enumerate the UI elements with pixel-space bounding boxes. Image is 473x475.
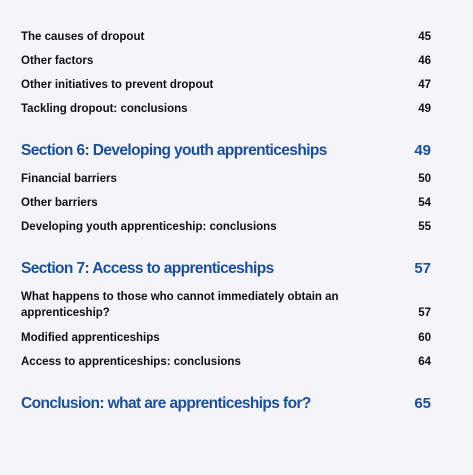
toc-section-conclusion[interactable]: Conclusion: what are apprenticeships for…: [21, 394, 431, 414]
toc-entry-page: 55: [418, 221, 431, 233]
toc-entry-financial-barriers[interactable]: Financial barriers 50: [21, 171, 431, 187]
toc-entry-access-conclusions[interactable]: Access to apprenticeships: conclusions 6…: [21, 354, 431, 370]
toc-entry-label: Other barriers: [21, 197, 98, 209]
toc-entry-modified-apprenticeships[interactable]: Modified apprenticeships 60: [21, 330, 431, 346]
toc-entry-label: Tackling dropout: conclusions: [21, 103, 188, 115]
toc-section-title: Section 6: Developing youth apprenticesh…: [21, 142, 327, 159]
toc-entry-page: 57: [418, 307, 431, 319]
toc-entry-page: 49: [418, 103, 431, 115]
toc-entry-page: 60: [418, 332, 431, 344]
toc-entry-label: Other initiatives to prevent dropout: [21, 79, 214, 91]
toc-section-6[interactable]: Section 6: Developing youth apprenticesh…: [21, 141, 431, 161]
toc-entry-page: 45: [418, 31, 431, 43]
toc-entry-other-initiatives[interactable]: Other initiatives to prevent dropout 47: [21, 77, 431, 93]
toc-entry-page: 64: [418, 356, 431, 368]
toc-section-title: Section 7: Access to apprenticeships: [21, 260, 274, 277]
toc-entry-label: What happens to those who cannot immedia…: [21, 291, 339, 319]
toc-entry-page: 46: [418, 55, 431, 67]
toc-entry-label: Modified apprenticeships: [21, 332, 160, 344]
toc-entry-page: 50: [418, 173, 431, 185]
toc-entry-causes-of-dropout[interactable]: The causes of dropout 45: [21, 29, 431, 45]
toc-section-page: 49: [414, 142, 431, 159]
toc-entry-label: Other factors: [21, 55, 94, 67]
toc-entry-youth-apprenticeship-conclusions[interactable]: Developing youth apprenticeship: conclus…: [21, 219, 431, 235]
toc-entry-page: 54: [418, 197, 431, 209]
toc-entry-label: Access to apprenticeships: conclusions: [21, 356, 241, 368]
toc-section-title: Conclusion: what are apprenticeships for…: [21, 395, 311, 412]
toc-entry-label: Financial barriers: [21, 173, 117, 185]
toc-section-page: 57: [414, 260, 431, 277]
toc-entry-tackling-dropout-conclusions[interactable]: Tackling dropout: conclusions 49: [21, 101, 431, 117]
toc-entry-other-barriers[interactable]: Other barriers 54: [21, 195, 431, 211]
toc-entry-cannot-obtain-apprenticeship[interactable]: What happens to those who cannot immedia…: [21, 289, 431, 321]
toc-entry-label: Developing youth apprenticeship: conclus…: [21, 221, 277, 233]
toc-entry-other-factors[interactable]: Other factors 46: [21, 53, 431, 69]
toc-entry-page: 47: [418, 79, 431, 91]
toc-entry-label: The causes of dropout: [21, 31, 145, 43]
toc-section-7[interactable]: Section 7: Access to apprenticeships 57: [21, 259, 431, 279]
toc-section-page: 65: [414, 395, 431, 412]
